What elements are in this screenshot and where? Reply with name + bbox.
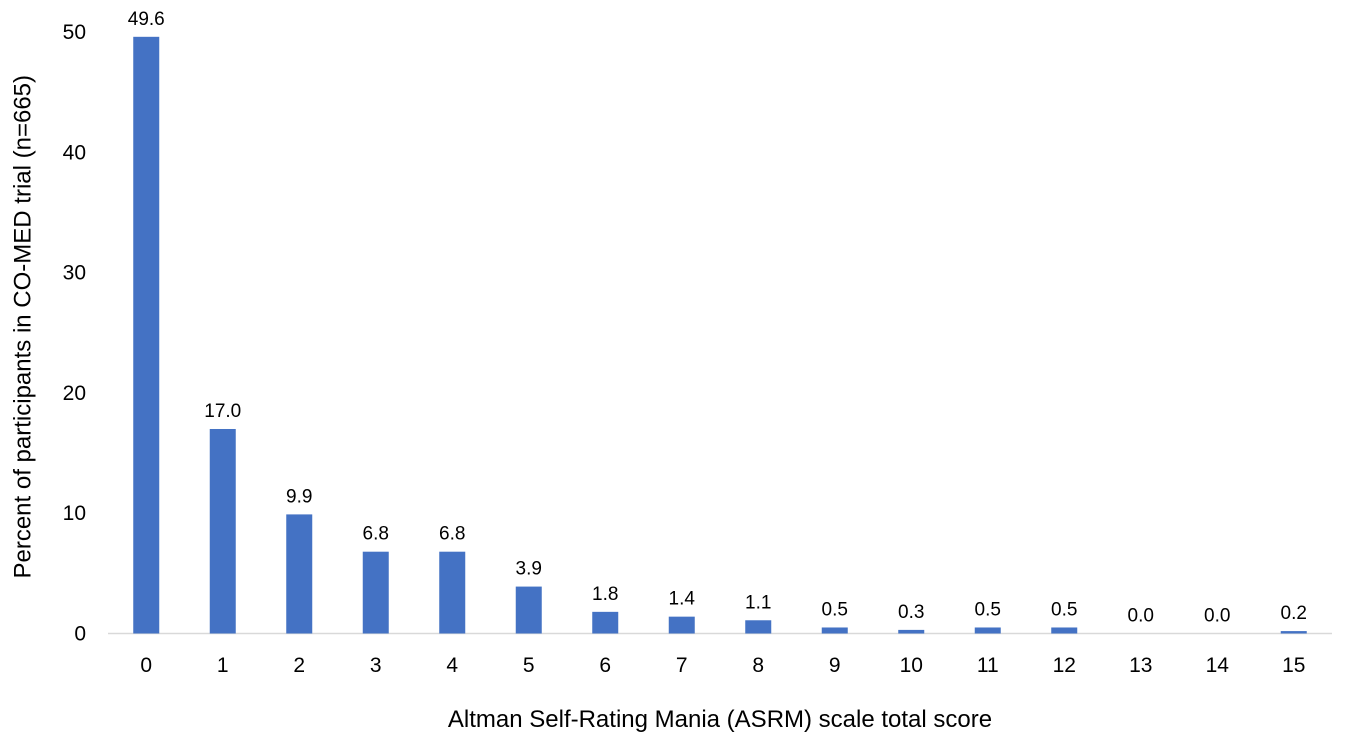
x-axis-ticks: 0 1 2 3 4 5 6 7 8 9 10 11 12 13 14 15 [140, 654, 1305, 677]
x-tick-label: 5 [523, 654, 535, 677]
data-label-7: 1.4 [669, 589, 696, 610]
bar-8 [745, 620, 772, 634]
bar-5 [515, 586, 542, 634]
y-axis-ticks: 0 10 20 30 40 50 [63, 21, 86, 646]
x-tick-label: 3 [370, 654, 382, 677]
y-tick-label: 0 [74, 623, 86, 646]
y-axis-title: Percent of participants in CO-MED trial … [9, 75, 36, 579]
bar-10 [898, 629, 925, 634]
data-label-12: 0.5 [1051, 599, 1077, 620]
x-tick-label: 9 [829, 654, 841, 677]
data-label-15: 0.2 [1281, 603, 1307, 624]
x-tick-label: 0 [140, 654, 152, 677]
x-axis-title: Altman Self-Rating Mania (ASRM) scale to… [448, 706, 992, 733]
x-tick-label: 15 [1282, 654, 1305, 677]
bar-1 [209, 428, 236, 634]
y-tick-label: 50 [63, 21, 86, 44]
x-tick-label: 1 [217, 654, 229, 677]
y-tick-label: 20 [63, 382, 86, 405]
x-tick-label: 6 [599, 654, 611, 677]
x-tick-label: 14 [1206, 654, 1230, 677]
bar-2 [286, 514, 313, 634]
data-label-10: 0.3 [898, 602, 924, 623]
data-label-5: 3.9 [516, 559, 542, 580]
bar-4 [439, 551, 466, 634]
x-tick-label: 12 [1053, 654, 1076, 677]
bar-7 [668, 616, 695, 634]
x-tick-label: 2 [293, 654, 305, 677]
data-label-0: 49.6 [128, 9, 165, 30]
y-tick-label: 40 [63, 141, 86, 164]
x-tick-label: 8 [752, 654, 764, 677]
data-label-4: 6.8 [439, 524, 465, 545]
x-tick-label: 7 [676, 654, 688, 677]
bar-6 [592, 611, 619, 634]
bar-3 [362, 551, 389, 634]
bar-12 [1051, 627, 1078, 634]
data-label-2: 9.9 [286, 486, 312, 507]
data-label-11: 0.5 [975, 599, 1001, 620]
data-label-9: 0.5 [822, 599, 848, 620]
y-tick-label: 10 [63, 502, 86, 525]
data-label-6: 1.8 [592, 584, 618, 605]
bar-11 [974, 627, 1001, 634]
bar-9 [821, 627, 848, 634]
bar-15 [1280, 631, 1307, 634]
y-tick-label: 30 [63, 262, 86, 285]
data-label-14: 0.0 [1204, 606, 1230, 627]
x-tick-label: 11 [977, 654, 999, 677]
x-tick-label: 4 [446, 654, 458, 677]
data-label-1: 17.0 [204, 401, 241, 422]
data-label-13: 0.0 [1128, 606, 1154, 627]
bars [133, 36, 1307, 634]
bar-0 [133, 36, 160, 634]
data-label-8: 1.1 [745, 592, 771, 613]
x-tick-label: 13 [1129, 654, 1152, 677]
x-tick-label: 10 [900, 654, 923, 677]
data-labels: 49.6 17.0 9.9 6.8 6.8 3.9 1.8 1.4 1.1 0.5 0.3 0.5 0.… [128, 9, 1307, 627]
data-label-3: 6.8 [363, 524, 389, 545]
